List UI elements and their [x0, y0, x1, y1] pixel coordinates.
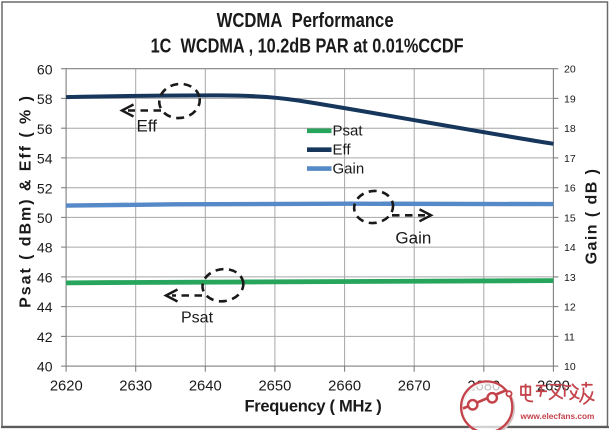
svg-text:48: 48 — [37, 240, 53, 256]
svg-text:46: 46 — [37, 270, 53, 286]
svg-text:18: 18 — [564, 123, 576, 135]
svg-text:Psat: Psat — [333, 123, 364, 140]
svg-text:Gain: Gain — [395, 228, 431, 247]
svg-text:19: 19 — [564, 93, 576, 105]
svg-text:2640: 2640 — [189, 378, 222, 394]
svg-text:12: 12 — [564, 302, 576, 314]
svg-text:Gain ( dB ): Gain ( dB ) — [584, 168, 601, 265]
svg-text:1C WCDMA , 10.2dB PAR at 0.01: 1C WCDMA , 10.2dB PAR at 0.01%CCDF — [151, 35, 464, 58]
svg-text:2660: 2660 — [328, 378, 361, 394]
svg-text:20: 20 — [564, 64, 576, 76]
svg-text:54: 54 — [37, 151, 53, 167]
svg-text:15: 15 — [564, 212, 576, 224]
svg-text:Gain: Gain — [333, 161, 365, 178]
svg-text:50: 50 — [37, 210, 53, 226]
svg-text:42: 42 — [37, 329, 53, 345]
svg-text:Psat: Psat — [181, 310, 214, 327]
svg-text:www.elecfans.com: www.elecfans.com — [520, 411, 595, 421]
svg-text:2620: 2620 — [50, 378, 83, 394]
svg-text:14: 14 — [564, 242, 576, 254]
svg-text:2630: 2630 — [119, 378, 152, 394]
svg-text:44: 44 — [37, 299, 53, 315]
svg-text:WCDMA Performance: WCDMA Performance — [217, 9, 394, 32]
svg-text:2670: 2670 — [398, 378, 431, 394]
svg-text:52: 52 — [37, 180, 53, 196]
svg-text:13: 13 — [564, 272, 576, 284]
svg-text:2650: 2650 — [258, 378, 291, 394]
svg-text:40: 40 — [37, 359, 53, 375]
svg-text:11: 11 — [564, 331, 575, 343]
svg-text:58: 58 — [37, 91, 53, 107]
svg-text:Frequency ( MHz ): Frequency ( MHz ) — [245, 398, 382, 416]
svg-text:60: 60 — [37, 61, 53, 77]
svg-text:Eff: Eff — [333, 142, 352, 159]
svg-text:Psat ( dBm) & Eff ( % ): Psat ( dBm) & Eff ( % ) — [18, 94, 35, 308]
svg-text:10: 10 — [564, 361, 576, 373]
svg-text:17: 17 — [564, 153, 576, 165]
svg-text:Eff: Eff — [137, 116, 158, 135]
svg-text:56: 56 — [37, 121, 53, 137]
svg-text:16: 16 — [564, 183, 576, 195]
